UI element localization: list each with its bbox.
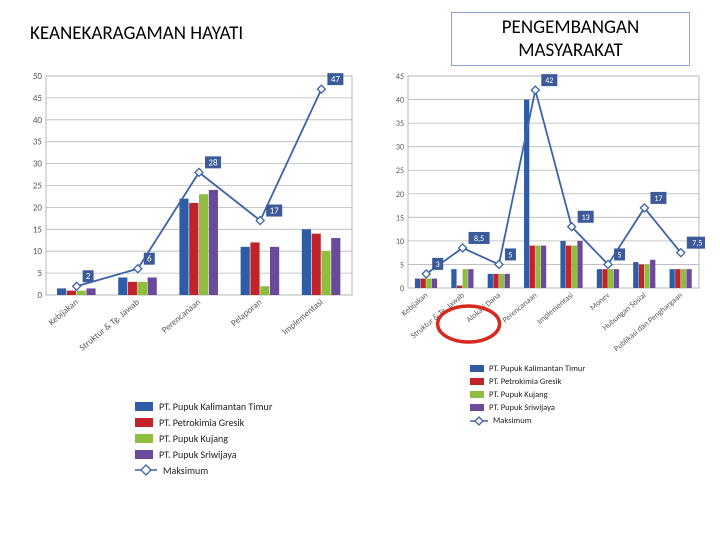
svg-text:45: 45 [33, 93, 43, 104]
svg-text:17: 17 [270, 206, 280, 217]
svg-text:15: 15 [33, 224, 43, 235]
legend-swatch-pg [470, 378, 484, 385]
legend-label: PT. Pupuk Kujang [489, 390, 548, 400]
svg-text:20: 20 [396, 190, 404, 200]
legend-item-pkt: PT. Pupuk Kalimantan Timur [470, 362, 585, 375]
legend-label: PT. Pupuk Kalimantan Timur [489, 364, 585, 374]
legend-label: PT. Petrokimia Gresik [159, 416, 244, 429]
svg-text:2: 2 [86, 271, 91, 282]
legend-item-ps: PT. Pupuk Sriwijaya [470, 401, 585, 414]
legend-swatch-pkt [135, 402, 153, 411]
svg-text:50: 50 [33, 71, 43, 82]
legend-swatch-ps [470, 404, 484, 411]
legend-left: PT. Pupuk Kalimantan Timur PT. Petrokimia… [135, 398, 272, 478]
legend-swatch-pkt [470, 365, 484, 372]
svg-text:Implementasi: Implementasi [535, 291, 575, 327]
svg-text:6: 6 [147, 254, 152, 265]
svg-text:47: 47 [331, 74, 341, 85]
svg-text:35: 35 [396, 119, 404, 129]
svg-text:45: 45 [396, 72, 404, 82]
svg-text:5: 5 [508, 250, 512, 260]
legend-label: PT. Petrokimia Gresik [489, 377, 561, 387]
legend-item-pg: PT. Petrokimia Gresik [470, 375, 585, 388]
svg-text:28: 28 [208, 157, 218, 168]
legend-item-max: Maksimum [135, 462, 272, 478]
svg-text:8,5: 8,5 [474, 234, 484, 244]
legend-swatch-max [135, 464, 157, 476]
svg-text:10: 10 [396, 237, 404, 247]
svg-text:Kebijakan: Kebijakan [46, 297, 80, 328]
svg-text:Kebijakan: Kebijakan [400, 291, 430, 319]
legend-swatch-pk [470, 391, 484, 398]
title-right: PENGEMBANGAN MASYARAKAT [451, 12, 690, 66]
svg-text:13: 13 [582, 213, 590, 223]
legend-label: PT. Pupuk Sriwijaya [159, 448, 237, 461]
svg-text:25: 25 [33, 181, 43, 192]
svg-text:17: 17 [654, 194, 662, 204]
svg-text:Perencanaan: Perencanaan [501, 291, 540, 326]
svg-text:10: 10 [33, 246, 43, 257]
svg-text:20: 20 [33, 202, 43, 213]
title-left: KEANEKARAGAMAN HAYATI [30, 22, 243, 45]
svg-text:5: 5 [400, 260, 404, 270]
legend-item-pkt: PT. Pupuk Kalimantan Timur [135, 398, 272, 414]
svg-text:5: 5 [37, 268, 42, 279]
svg-text:35: 35 [33, 137, 43, 148]
legend-item-ps: PT. Pupuk Sriwijaya [135, 446, 272, 462]
legend-label: PT. Pupuk Kujang [159, 432, 228, 445]
legend-swatch-ps [135, 450, 153, 459]
legend-swatch-pg [135, 418, 153, 427]
svg-text:0: 0 [400, 284, 404, 294]
svg-text:30: 30 [33, 159, 43, 170]
svg-text:Struktur & Tg. Jawab: Struktur & Tg. Jawab [77, 297, 142, 354]
legend-swatch-pk [135, 434, 153, 443]
legend-label: PT. Pupuk Kalimantan Timur [159, 400, 272, 413]
svg-text:0: 0 [37, 290, 42, 301]
svg-text:40: 40 [396, 96, 404, 106]
svg-text:Pelaporan: Pelaporan [229, 297, 264, 329]
svg-text:40: 40 [33, 115, 43, 126]
chart-biodiversity: 0 5 10 15 20 25 30 35 40 45 50 2 6 28 17 47 KebijakanStr… [18, 70, 358, 390]
svg-text:7,5: 7,5 [692, 239, 702, 249]
legend-swatch-max [470, 416, 488, 426]
svg-text:Perencanaan: Perencanaan [160, 297, 204, 336]
svg-text:15: 15 [396, 213, 404, 223]
svg-text:42: 42 [545, 76, 553, 86]
svg-text:30: 30 [396, 143, 404, 153]
legend-right: PT. Pupuk Kalimantan Timur PT. Petrokimia… [470, 362, 585, 427]
svg-text:3: 3 [436, 260, 440, 270]
svg-text:5: 5 [618, 250, 622, 260]
legend-label: Maksimum [493, 416, 531, 426]
legend-label: PT. Pupuk Sriwijaya [489, 403, 555, 413]
legend-item-max: Maksimum [470, 414, 585, 427]
legend-label: Maksimum [163, 464, 208, 477]
svg-text:25: 25 [396, 166, 404, 176]
svg-text:Implementasi: Implementasi [280, 297, 325, 337]
svg-text:Publikasi dan Penghargaan: Publikasi dan Penghargaan [612, 291, 685, 354]
legend-item-pk: PT. Pupuk Kujang [135, 430, 272, 446]
legend-item-pg: PT. Petrokimia Gresik [135, 414, 272, 430]
svg-text:Monev: Monev [588, 290, 612, 313]
chart-community: 05101520253035404538,5542135177,56,5Kebi… [380, 70, 705, 380]
legend-item-pk: PT. Pupuk Kujang [470, 388, 585, 401]
